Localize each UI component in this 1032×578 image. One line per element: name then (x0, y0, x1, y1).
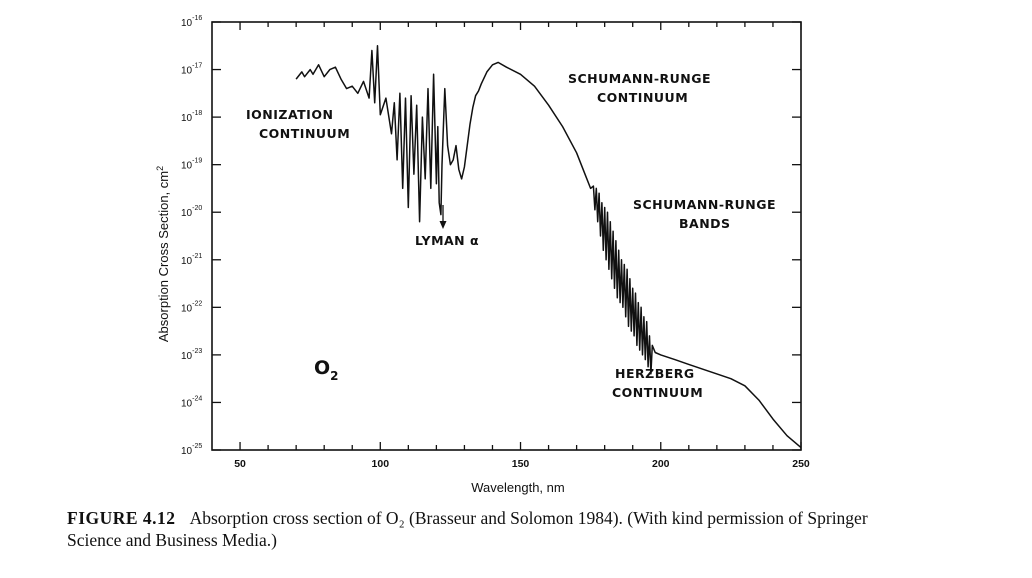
y-tick-label: 10-16 (181, 15, 202, 29)
y-tick-label-exp: -18 (192, 110, 202, 117)
y-tick-label: 10-24 (181, 395, 202, 409)
y-tick-label-base: 10 (181, 113, 193, 124)
schumann-runge-continuum-label-1: SCHUMANN-RUNGE (568, 71, 711, 86)
x-tick-label: 50 (234, 458, 246, 470)
schumann-runge-continuum-label-2: CONTINUUM (597, 90, 688, 105)
ionization-continuum-label-1: IONIZATION (246, 107, 333, 122)
o2-cross-section-curve (295, 45, 802, 449)
y-tick-label-exp: -25 (192, 443, 202, 450)
y-tick-labels: 10-1610-1710-1810-1910-2010-2110-2210-23… (181, 15, 202, 457)
x-axis-title: Wavelength, nm (471, 480, 564, 495)
y-tick-label: 10-25 (181, 443, 202, 457)
herzberg-continuum-label-1: HERZBERG (615, 366, 695, 381)
y-tick-label-base: 10 (181, 398, 193, 409)
y-tick-label: 10-19 (181, 158, 202, 172)
y-tick-label-base: 10 (181, 208, 193, 219)
axis-ticks (212, 21, 802, 451)
y-tick-label-exp: -17 (192, 63, 202, 70)
caption-text: Absorption cross section of O₂ (Brasseur… (67, 508, 868, 550)
y-tick-label-base: 10 (181, 18, 193, 29)
x-tick-label: 100 (372, 458, 390, 470)
lyman-alpha-label: LYMAN α (415, 233, 479, 248)
species-label-main: O (314, 357, 330, 379)
y-tick-label-exp: -23 (192, 348, 202, 355)
y-tick-label: 10-20 (181, 205, 202, 219)
y-tick-label-exp: -22 (192, 300, 202, 307)
y-tick-label-base: 10 (181, 303, 193, 314)
schumann-runge-bands-label-2: BANDS (679, 216, 731, 231)
y-tick-label-base: 10 (181, 256, 193, 267)
y-tick-label-base: 10 (181, 446, 193, 457)
y-tick-label: 10-17 (181, 63, 202, 77)
x-tick-labels: 50 100 150 200 250 (234, 458, 810, 470)
y-tick-label: 10-22 (181, 300, 202, 314)
y-tick-label-exp: -19 (192, 158, 202, 165)
absorption-chart: 10-1610-1710-1810-1910-2010-2110-2210-23… (155, 15, 810, 495)
y-tick-label-base: 10 (181, 66, 193, 77)
y-tick-label-base: 10 (181, 161, 193, 172)
x-tick-label: 150 (512, 458, 530, 470)
lyman-alpha-arrow-icon (439, 221, 447, 229)
y-tick-label: 10-18 (181, 110, 202, 124)
y-tick-label-exp: -21 (192, 253, 202, 260)
y-tick-label-exp: -24 (192, 395, 202, 402)
ionization-continuum-label-2: CONTINUUM (259, 126, 350, 141)
y-tick-label-exp: -20 (192, 205, 202, 212)
y-axis-title-exp: 2 (155, 166, 165, 171)
herzberg-continuum-label-2: CONTINUUM (612, 385, 703, 400)
plot-frame (211, 21, 802, 451)
y-axis-title-text: Absorption Cross Section, cm (156, 171, 171, 342)
species-label: O2 (314, 357, 339, 383)
caption-label: FIGURE 4.12 (67, 508, 176, 528)
species-label-sub: 2 (330, 369, 338, 383)
y-tick-label-exp: -16 (192, 15, 202, 22)
y-tick-label: 10-23 (181, 348, 202, 362)
y-tick-label-base: 10 (181, 351, 193, 362)
figure-caption: FIGURE 4.12 Absorption cross section of O… (67, 508, 907, 551)
schumann-runge-bands-label-1: SCHUMANN-RUNGE (633, 197, 776, 212)
y-tick-label: 10-21 (181, 253, 202, 267)
x-tick-label: 200 (652, 458, 670, 470)
y-axis-title: Absorption Cross Section, cm2 (155, 166, 171, 342)
x-tick-label: 250 (792, 458, 810, 470)
